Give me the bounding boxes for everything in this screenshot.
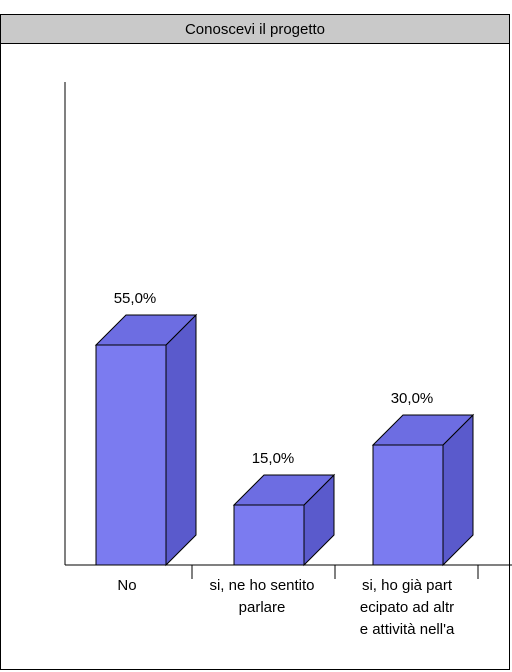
bar-2 xyxy=(372,444,444,566)
x-tick-label-2-2: e attività nell'a xyxy=(360,621,455,638)
chart-title-bar: Conoscevi il progetto xyxy=(0,14,510,44)
bar-side-0 xyxy=(165,313,197,567)
x-tick-label-2-1: ecipato ad altr xyxy=(360,599,454,616)
x-tick-label-0-0: No xyxy=(117,577,136,594)
bar-0 xyxy=(95,344,167,566)
x-tick-label-2-0: si, ho già part xyxy=(362,577,453,594)
data-label-1: 15,0% xyxy=(252,450,295,467)
bar-1 xyxy=(233,504,305,566)
chart-title: Conoscevi il progetto xyxy=(184,20,326,38)
x-tick-label-1-1: parlare xyxy=(239,599,286,616)
data-label-2: 30,0% xyxy=(391,390,434,407)
data-label-0: 55,0% xyxy=(114,290,157,307)
x-tick-label-1-0: si, ne ho sentito xyxy=(209,577,314,594)
